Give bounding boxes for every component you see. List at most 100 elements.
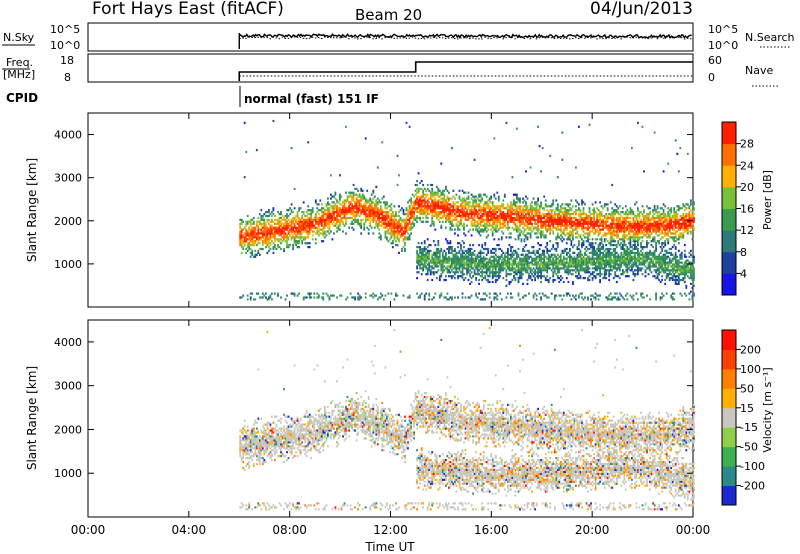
power-cell bbox=[455, 207, 458, 210]
power-cell bbox=[544, 228, 547, 231]
power-cell bbox=[479, 234, 482, 237]
power-cell bbox=[441, 255, 444, 258]
power-cell bbox=[405, 224, 408, 227]
power-cell bbox=[520, 214, 523, 218]
power-cell bbox=[390, 226, 393, 229]
power-cell bbox=[414, 218, 417, 221]
power-cell bbox=[398, 222, 400, 225]
power-cell bbox=[544, 255, 547, 258]
power-cell bbox=[565, 209, 568, 212]
power-cell bbox=[517, 234, 520, 237]
power-cell bbox=[280, 211, 282, 214]
power-cell bbox=[470, 263, 473, 266]
power-cell bbox=[345, 220, 347, 223]
power-cell bbox=[248, 234, 251, 237]
power-cell bbox=[426, 253, 429, 256]
power-cell bbox=[591, 247, 594, 251]
power-cell bbox=[352, 199, 355, 202]
power-cell bbox=[293, 232, 296, 235]
power-cell bbox=[553, 253, 556, 256]
power-cell bbox=[445, 209, 447, 212]
power-cell bbox=[308, 216, 311, 220]
power-cell bbox=[608, 226, 611, 229]
power-cell bbox=[591, 253, 594, 256]
power-cell bbox=[529, 216, 532, 220]
power-cell bbox=[596, 218, 598, 221]
power-cell bbox=[547, 265, 550, 268]
power-cell bbox=[556, 246, 559, 249]
power-cell bbox=[511, 269, 514, 272]
power-cell bbox=[339, 220, 341, 223]
power-cell bbox=[293, 242, 296, 245]
power-cell bbox=[593, 214, 595, 218]
power-cell bbox=[458, 259, 461, 262]
power-cell bbox=[514, 273, 517, 276]
power-cell bbox=[435, 185, 438, 188]
power-cell bbox=[546, 269, 549, 272]
power-cell bbox=[473, 259, 476, 262]
power-cell bbox=[269, 224, 272, 227]
power-cell bbox=[534, 222, 536, 225]
power-cell bbox=[567, 271, 570, 274]
power-cell bbox=[369, 213, 372, 216]
power-cell bbox=[320, 296, 323, 299]
power-cell bbox=[562, 213, 565, 216]
power-cell bbox=[513, 199, 515, 202]
power-cell bbox=[499, 207, 502, 210]
power-cell bbox=[454, 265, 456, 268]
power-cell bbox=[357, 189, 359, 192]
power-cell bbox=[396, 228, 399, 231]
power-cell bbox=[485, 253, 488, 256]
power-cell bbox=[546, 205, 549, 208]
power-cell bbox=[464, 296, 467, 299]
power-cell bbox=[410, 199, 412, 202]
power-cell bbox=[516, 197, 518, 200]
power-cell bbox=[615, 228, 618, 231]
power-cell bbox=[475, 203, 477, 206]
power-cell bbox=[354, 201, 356, 204]
power-cell bbox=[396, 234, 399, 237]
power-cell bbox=[496, 191, 499, 194]
power-cell bbox=[537, 242, 539, 245]
power-cell bbox=[423, 187, 426, 190]
power-cell bbox=[553, 298, 556, 301]
power-cell bbox=[603, 273, 606, 276]
power-cell bbox=[445, 214, 447, 218]
power-cell bbox=[576, 220, 579, 223]
power-cell bbox=[277, 211, 279, 214]
power-cell bbox=[550, 263, 553, 266]
power-cell bbox=[494, 265, 497, 268]
power-cell bbox=[296, 232, 299, 235]
power-cell bbox=[532, 251, 535, 254]
power-cell bbox=[556, 176, 559, 179]
power-cell bbox=[434, 271, 437, 274]
power-cell bbox=[581, 201, 583, 204]
power-cell bbox=[367, 228, 370, 231]
power-cell bbox=[535, 228, 538, 231]
power-cell bbox=[584, 203, 586, 206]
power-cell bbox=[339, 214, 341, 218]
power-cell bbox=[451, 228, 453, 231]
power-cell bbox=[543, 224, 546, 227]
power-cell bbox=[281, 218, 284, 221]
power-cell bbox=[558, 259, 561, 262]
power-cell bbox=[272, 119, 275, 123]
power-cell bbox=[503, 257, 506, 260]
power-cell bbox=[278, 220, 281, 223]
power-cell bbox=[576, 224, 579, 227]
power-cell bbox=[320, 240, 323, 243]
power-cell bbox=[432, 211, 435, 214]
power-cell bbox=[431, 222, 434, 225]
power-cell bbox=[529, 234, 532, 237]
power-cell bbox=[452, 263, 455, 266]
power-cell bbox=[266, 228, 269, 231]
power-cell bbox=[434, 265, 437, 268]
power-cell bbox=[378, 211, 381, 214]
power-cell bbox=[603, 265, 606, 268]
power-cell bbox=[330, 174, 332, 177]
power-cell bbox=[387, 205, 390, 208]
power-cell bbox=[454, 271, 456, 274]
power-cell bbox=[617, 234, 620, 237]
power-cell bbox=[363, 203, 366, 206]
power-cell bbox=[526, 265, 529, 268]
